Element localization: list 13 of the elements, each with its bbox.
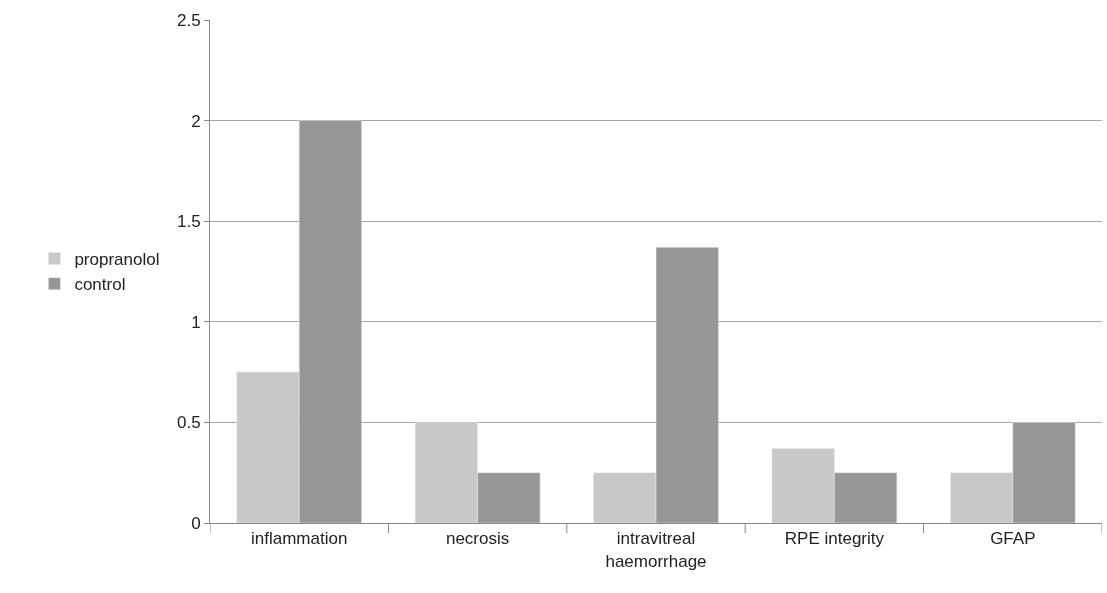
y-tick-label: 0.5 — [176, 413, 201, 433]
x-tick-label: inflammation — [251, 529, 348, 549]
y-tick-label: 2 — [191, 111, 201, 131]
x-tick-label: intravitreal haemorrhage — [605, 529, 707, 571]
legend-label: control — [74, 275, 126, 295]
y-tick-label: 2.5 — [176, 10, 201, 30]
legend-label: propranolol — [74, 250, 160, 270]
y-tick-label: 1 — [191, 312, 201, 332]
x-tick-label: necrosis — [445, 529, 510, 549]
x-tick-label: RPE integrity — [784, 529, 885, 549]
x-tick-label: GFAP — [990, 529, 1036, 549]
y-tick-label: 1.5 — [176, 212, 201, 232]
y-tick-label: 0 — [191, 513, 201, 533]
